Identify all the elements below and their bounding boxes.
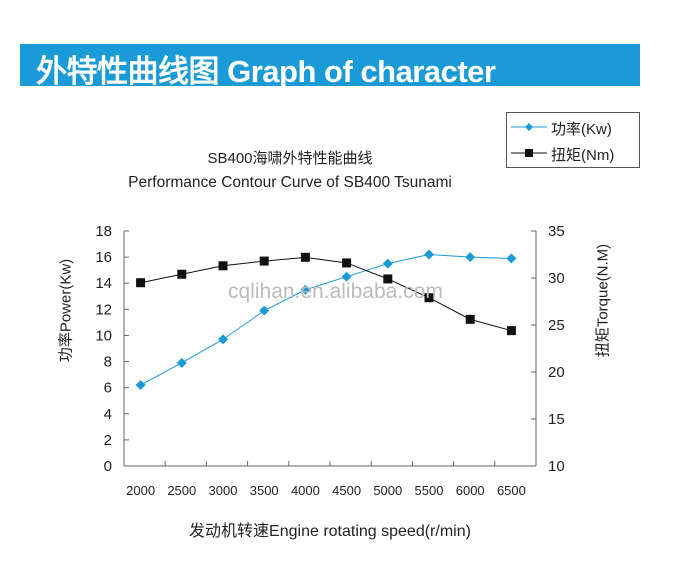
y-tick-label: 18 — [95, 223, 112, 240]
power-point — [176, 357, 187, 368]
torque-point — [383, 274, 393, 284]
y-axis-label: 功率Power(Kw) — [57, 258, 75, 363]
y-tick-label: 12 — [95, 301, 112, 318]
torque-point — [136, 278, 146, 288]
y2-axis-label: 扭矩Torque(N.M) — [594, 243, 612, 358]
chart-subtitle: Performance Contour Curve of SB400 Tsuna… — [128, 174, 452, 191]
x-tick-label: 5500 — [415, 483, 444, 498]
y-tick-label: 0 — [104, 458, 112, 475]
y2-tick-label: 20 — [548, 364, 565, 381]
y2-tick-label: 25 — [548, 317, 565, 334]
power-point — [465, 252, 476, 263]
legend-label: 功率(Kw) — [551, 121, 612, 138]
y2-tick-label: 30 — [548, 270, 565, 287]
power-point — [341, 271, 352, 282]
power-point — [506, 253, 517, 264]
x-axis-label: 发动机转速Engine rotating speed(r/min) — [189, 523, 471, 540]
y-tick-label: 4 — [104, 406, 112, 423]
torque-point — [218, 261, 228, 271]
x-tick-label: 4500 — [332, 483, 361, 498]
x-tick-label: 6000 — [456, 483, 485, 498]
torque-point — [177, 269, 187, 279]
series-line-1 — [140, 256, 512, 332]
diamond-marker-icon — [511, 123, 547, 131]
x-tick-label: 4000 — [291, 483, 320, 498]
torque-point — [259, 256, 269, 266]
header-banner: 外特性曲线图 Graph of character — [20, 44, 640, 89]
y-tick-label: 10 — [95, 327, 112, 344]
torque-point — [506, 326, 516, 336]
x-tick-label: 3000 — [209, 483, 238, 498]
power-point — [135, 380, 146, 391]
x-tick-label: 3500 — [250, 483, 279, 498]
torque-point — [342, 258, 352, 268]
power-point — [382, 258, 393, 269]
banner-title: 外特性曲线图 Graph of character — [36, 54, 496, 89]
x-tick-label: 2000 — [126, 483, 155, 498]
y-tick-label: 2 — [104, 432, 112, 449]
legend-label: 扭矩(Nm) — [551, 147, 615, 164]
power-point — [218, 334, 228, 345]
legend-item-power: 功率(Kw) — [507, 115, 639, 139]
square-marker-icon — [511, 149, 547, 157]
x-tick-label: 2500 — [167, 483, 196, 498]
power-point — [300, 284, 311, 295]
y-tick-label: 16 — [95, 249, 112, 266]
y2-tick-label: 35 — [548, 223, 565, 240]
y2-tick-label: 15 — [548, 411, 565, 428]
y-tick-label: 8 — [104, 354, 112, 371]
watermark: cqlihan.en.alibaba.com — [228, 280, 443, 303]
power-point — [424, 249, 434, 260]
torque-point — [424, 293, 434, 303]
chart-title: SB400海啸外特性能曲线 — [207, 150, 373, 167]
y-tick-label: 6 — [104, 380, 112, 397]
y-tick-label: 14 — [95, 275, 112, 292]
x-tick-label: 6500 — [497, 483, 526, 498]
x-tick-label: 5000 — [373, 483, 402, 498]
torque-point — [300, 252, 310, 262]
power-point — [259, 305, 270, 316]
series-line-0 — [140, 253, 512, 386]
legend: 功率(Kw) 扭矩(Nm) — [506, 112, 640, 168]
legend-item-torque: 扭矩(Nm) — [507, 141, 639, 165]
y2-tick-label: 10 — [548, 458, 565, 475]
torque-point — [465, 314, 475, 324]
